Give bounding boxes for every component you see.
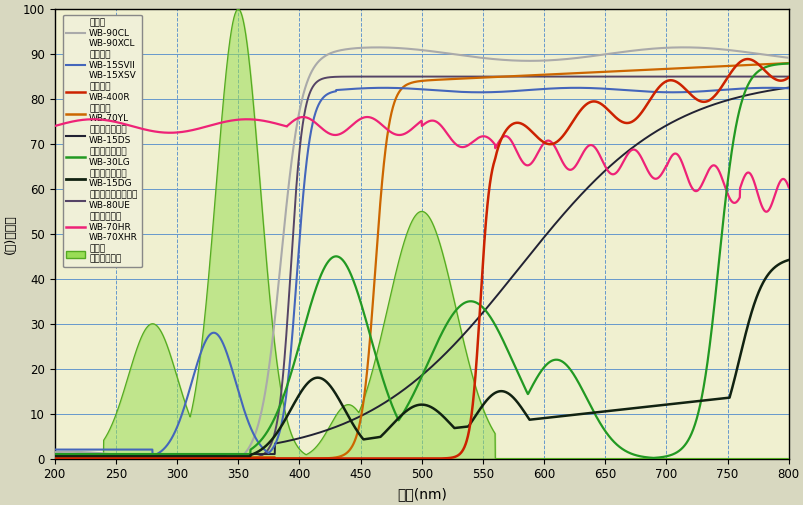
X-axis label: 波長(nm): 波長(nm) [397,487,446,501]
Y-axis label: (％)透過率: (％)透過率 [4,214,17,254]
Legend: クリア
WB-90CL
WB-90XCL, シルバー
WB-15SVII
WB-15XSV, オレンジ
WB-400R, イエロー
WB-70YL, ダークスモ: クリア WB-90CL WB-90XCL, シルバー WB-15SVII WB-… [63,15,141,267]
